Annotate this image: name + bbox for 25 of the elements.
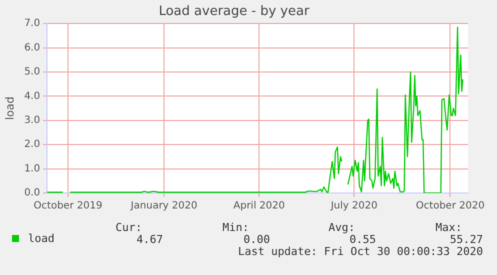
y-tick-label: 0.0 xyxy=(24,188,40,199)
text: 55.27 xyxy=(450,233,483,246)
x-tick-label: January 2020 xyxy=(130,200,198,212)
text: Max: xyxy=(436,221,462,234)
y-tick-label: 7.0 xyxy=(24,18,40,30)
x-tick-label: October 2019 xyxy=(34,200,102,212)
y-tick-label: 3.0 xyxy=(24,114,40,126)
x-tick-label: October 2020 xyxy=(416,200,485,212)
text: Avg: xyxy=(328,221,355,234)
y-tick-label: 6.0 xyxy=(24,42,40,54)
text: 0.55 xyxy=(350,233,376,246)
y-tick-label: 5.0 xyxy=(24,66,40,78)
text: 0.00 xyxy=(244,233,270,246)
y-tick-label: 4.0 xyxy=(24,90,40,102)
x-tick-label: April 2020 xyxy=(233,200,285,212)
y-axis-title: load xyxy=(3,96,16,120)
text: Cur: xyxy=(116,221,142,234)
x-tick-label: July 2020 xyxy=(330,200,378,212)
text: Min: xyxy=(222,221,249,234)
chart-title: Load average - by year xyxy=(158,4,310,20)
legend-label: load xyxy=(28,232,54,245)
text: 4.67 xyxy=(136,233,163,246)
y-tick-label: 2.0 xyxy=(24,139,40,150)
y-tick-label: 1.0 xyxy=(24,163,40,174)
text: Last update: Fri Oct 30 00:00:33 2020 xyxy=(238,245,483,258)
